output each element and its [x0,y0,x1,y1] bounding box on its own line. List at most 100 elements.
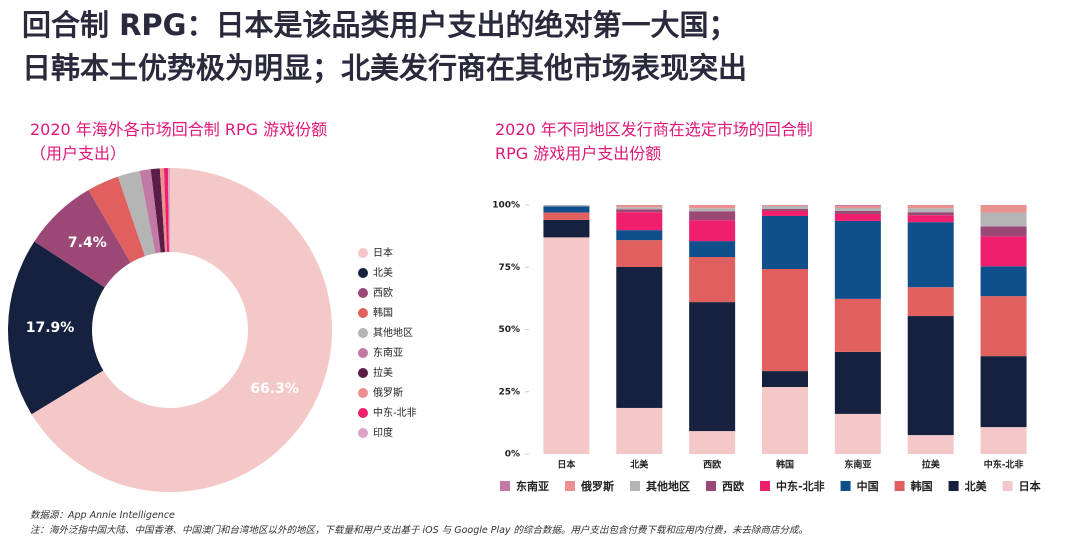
legend-swatch [358,308,368,318]
bar-segment [980,356,1027,428]
x-tick-label: 北美 [630,459,649,471]
chart-title: 2020 年不同地区发行商在选定市场的回合制 RPG 游戏用户支出份额 [495,120,813,163]
legend-label: 拉美 [373,366,393,379]
bar-segment [907,208,954,213]
donut-slice [34,190,131,288]
legend-label: 其他地区 [646,479,690,493]
legend-swatch [358,248,368,258]
bar-segment [616,230,663,241]
bar-segment [834,205,881,208]
x-tick-label: 西欧 [703,459,721,471]
legend-swatch [358,268,368,278]
bar-segment [834,220,881,299]
legend-label: 东南亚 [516,479,549,493]
legend-label: 俄罗斯 [373,386,403,399]
bar-segment [762,268,808,372]
legend-swatch [894,481,905,491]
donut-slice [139,169,161,254]
bar-segment [616,205,663,208]
bar-segment [907,316,954,436]
donut-slice [31,168,333,493]
legend-label: 西欧 [722,479,744,493]
bar-segment [762,387,808,454]
legend-label: 俄罗斯 [580,479,614,493]
legend-swatch [1002,481,1013,491]
legend-swatch [358,408,368,418]
y-tick-label: 50% [498,325,520,335]
y-tick-label: 0% [505,450,520,460]
bar-segment [980,266,1027,297]
value-label: 17.9% [26,320,75,336]
legend-label: 印度 [373,426,393,439]
bar-segment [762,215,808,269]
legend-swatch [358,388,368,398]
source: 数据源：App Annie Intelligence [30,510,175,521]
x-tick-label: 韩国 [776,459,794,471]
bar-segment [543,206,590,213]
legend-swatch [358,368,368,378]
chart-title: 2020 年海外各市场回合制 RPG 游戏份额（用户支出） [30,120,328,163]
bar-segment [907,215,954,223]
legend-label: 中东-北非 [373,406,417,419]
legend-swatch [630,481,640,491]
bar-segment [834,205,881,206]
y-tick-label: 75% [498,263,520,273]
x-tick-label: 拉美 [922,459,941,471]
legend-label: 中东-北非 [776,479,825,493]
bar-segment [834,210,881,214]
bar-segment [616,240,663,268]
legend-swatch [358,328,368,338]
bar-segment [689,220,736,242]
bar-segment [834,351,881,414]
bar-segment [907,435,954,454]
legend-swatch [358,288,368,298]
bar-segment [907,205,954,209]
legend-label: 其他地区 [373,326,413,339]
bar-segment [543,237,590,454]
bar-segment [543,212,590,220]
bar-segment [689,241,736,258]
bar-segment [616,209,663,213]
x-tick-label: 日本 [557,459,576,471]
x-tick-label: 东南亚 [844,459,871,471]
bar-segment [907,222,954,288]
bar-segment [689,302,736,432]
bar-segment [834,207,881,211]
bar-segment [689,205,736,209]
bar-segment [834,413,881,454]
bar-segment [616,207,663,210]
legend-label: 日本 [1019,479,1041,493]
bar-segment [907,212,954,216]
bar-segment [980,212,1027,227]
legend-label: 北美 [373,266,393,279]
bar-segment [980,427,1027,454]
legend-swatch [760,481,770,491]
donut-slice [118,170,156,257]
donut-slice [167,168,170,253]
bar-segment [762,210,808,216]
bar-segment [616,407,663,454]
donut-slice [150,168,166,253]
bar-segment [834,213,881,221]
legend-label: 东南亚 [373,346,403,359]
note: 注：海外泛指中国大陆、中国香港、中国澳门和台湾地区以外的地区，下载量和用户支出基… [30,525,809,536]
bar-segment [762,205,808,206]
legend-swatch [358,428,368,438]
donut-slice [163,168,170,253]
bar-segment [762,205,808,209]
donut-slice [88,176,145,263]
legend-label: 中国 [857,479,879,493]
bar-segment [616,212,663,231]
bar-segment [689,211,736,221]
bar-segment [689,208,736,212]
bar-segment [543,205,590,207]
value-label: 66.3% [250,381,299,397]
legend-label: 日本 [373,246,393,259]
bar-segment [980,226,1027,237]
legend-swatch [358,348,368,358]
x-tick-label: 中东-北非 [984,459,1024,471]
legend-swatch [948,481,959,491]
bar-segment [689,431,736,454]
bar-segment [689,257,736,303]
y-tick-label: 25% [498,387,520,397]
